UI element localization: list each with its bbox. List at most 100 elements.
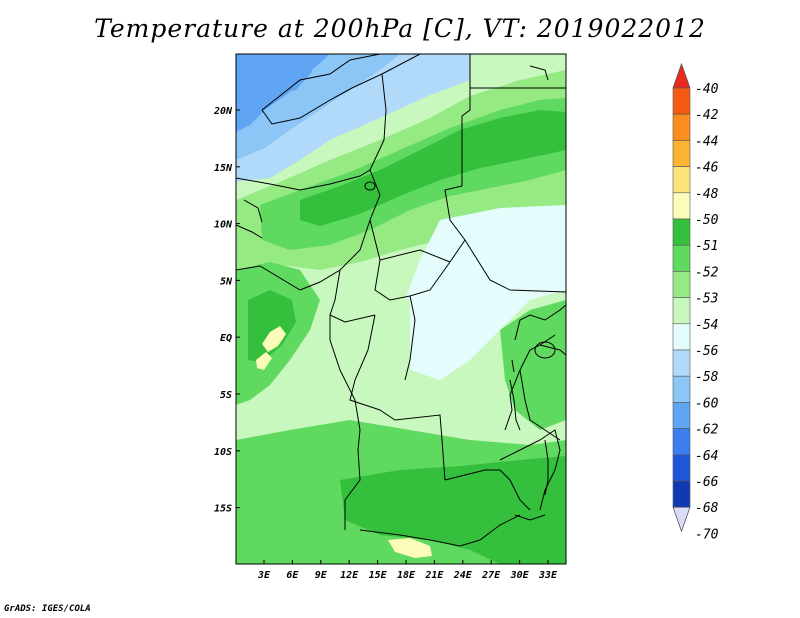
colorbar-swatch — [672, 454, 691, 482]
field-region-yellow-2 — [256, 352, 272, 370]
border-line — [514, 514, 546, 521]
lon-tick-label: 6E — [286, 570, 299, 581]
colorbar-swatch — [672, 140, 691, 167]
lat-tick-label: 15N — [214, 163, 233, 174]
border-line — [444, 54, 566, 293]
lon-tick-label: 33E — [538, 570, 558, 581]
footer-credit: GrADS: IGES/COLA — [4, 604, 91, 614]
field-region-green-pale-center — [330, 290, 566, 430]
colorbar-label: -42 — [695, 108, 719, 123]
border-line — [379, 249, 451, 263]
colorbar-label: -52 — [695, 265, 719, 280]
colorbar: -40 -42 -44 -46 -48 -50 -51 -52 -53 -54 -56 -58 -60 -… — [672, 62, 719, 542]
colorbar-swatch — [672, 323, 691, 351]
colorbar-swatch — [672, 428, 691, 456]
colorbar-label: -44 — [695, 134, 718, 149]
colorbar-swatch — [672, 244, 691, 272]
colorbar-label: -64 — [695, 449, 718, 464]
colorbar-label: -50 — [695, 213, 719, 228]
border-line — [539, 344, 566, 356]
lake-chad — [364, 181, 376, 191]
colorbar-label: -53 — [695, 292, 718, 307]
colorbar-label: -60 — [695, 396, 719, 411]
colorbar-label: -54 — [695, 318, 718, 333]
lon-tick-label: 27E — [481, 570, 501, 581]
colorbar-swatch — [672, 375, 691, 403]
field-region-cyan-center — [400, 205, 566, 380]
colorbar-swatch — [672, 271, 691, 298]
lat-tick-label: 10S — [214, 447, 232, 458]
lon-tick-label: 15E — [369, 570, 388, 581]
colorbar-label: -46 — [695, 161, 719, 176]
map-frame — [235, 53, 567, 565]
border-line — [529, 65, 549, 81]
colorbar-label: -40 — [695, 82, 719, 97]
lon-tick-label: 12E — [340, 570, 359, 581]
colorbar-label: -62 — [695, 423, 719, 438]
lon-tick-label: 30E — [510, 570, 530, 581]
lake-kivu — [511, 359, 515, 373]
lat-tick-label: 5S — [220, 390, 232, 401]
colorbar-label: -58 — [695, 370, 719, 385]
border-line — [369, 73, 387, 171]
lon-tick-label: 9E — [315, 570, 328, 581]
border-line — [381, 54, 421, 75]
field-region-green-dark-north — [300, 110, 566, 226]
colorbar-swatch — [672, 218, 691, 246]
border-line — [236, 169, 381, 196]
colorbar-swatch — [672, 480, 691, 508]
border-line — [349, 314, 446, 481]
lake-victoria — [534, 341, 556, 359]
colorbar-swatch — [672, 402, 691, 429]
lake-outlines — [364, 181, 556, 496]
border-line — [359, 514, 521, 547]
lon-tick-label: 3E — [257, 570, 271, 581]
field-region-green-mid-southwest — [236, 495, 310, 564]
field-region-blue-patch — [252, 60, 312, 96]
border-line — [261, 73, 383, 125]
lake-malawi — [544, 439, 549, 496]
colorbar-swatch — [672, 349, 691, 377]
colorbar-label: -48 — [695, 187, 719, 202]
colorbar-top-arrow — [672, 62, 691, 89]
border-line — [404, 295, 416, 381]
colorbar-label: -56 — [695, 344, 719, 359]
lon-tick-label: 21E — [424, 570, 444, 581]
field-region-yellow-1 — [262, 326, 286, 352]
lon-tick-label: 18E — [397, 570, 416, 581]
lat-tick-label: 15S — [214, 504, 232, 515]
lake-tanganyika — [509, 379, 521, 431]
colorbar-bottom-arrow — [672, 506, 691, 533]
colorbar-label: -51 — [695, 239, 718, 254]
border-line — [261, 54, 381, 111]
colorbar-swatch — [672, 87, 691, 115]
colorbar-swatch — [672, 192, 691, 220]
country-borders — [236, 54, 566, 547]
border-line — [329, 315, 361, 530]
colorbar-swatch — [672, 297, 691, 325]
colorbar-label: -70 — [695, 527, 719, 542]
lat-tick-label: 10N — [214, 220, 233, 231]
field-region-green-dark-south — [340, 456, 566, 564]
field-region-green-dark-west — [248, 290, 296, 362]
map-title: Temperature at 200hPa [C], VT: 201902201… — [94, 14, 706, 43]
border-line — [369, 194, 466, 301]
border-line — [236, 224, 263, 239]
border-line — [243, 199, 263, 223]
colorbar-swatch — [672, 113, 691, 141]
border-line — [519, 369, 561, 441]
field-region-yellow-3 — [388, 538, 432, 558]
colorbar-swatch — [672, 166, 691, 194]
border-line — [236, 265, 301, 291]
border-line — [444, 469, 531, 511]
border-line — [514, 304, 566, 341]
lat-tick-label: EQ — [220, 333, 232, 344]
axis-ticks: 3E 6E 9E 12E 15E 18E 21E 24E 27E 30E 33E 20N 15N 10N 5… — [213, 106, 558, 581]
lat-tick-label: 5N — [220, 276, 233, 287]
colorbar-label: -68 — [695, 501, 719, 516]
lon-tick-label: 24E — [453, 570, 473, 581]
temperature-field — [236, 54, 566, 564]
colorbar-label: -66 — [695, 475, 719, 490]
lat-tick-label: 20N — [213, 106, 233, 117]
